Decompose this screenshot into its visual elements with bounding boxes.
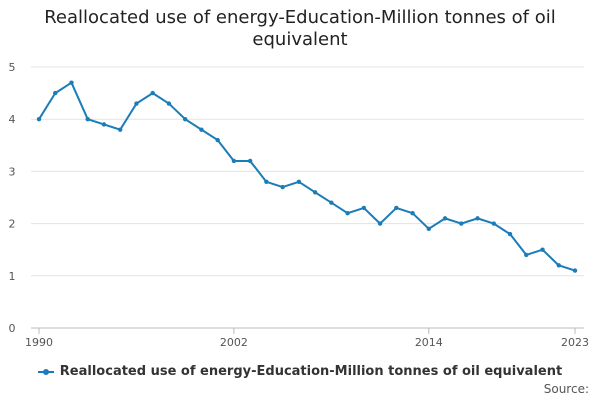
y-axis-ticks: 0 1 2 3 4 5 (9, 61, 16, 335)
source-label: Source: (543, 382, 589, 396)
data-point[interactable] (475, 216, 480, 221)
x-tick-label: 1990 (25, 336, 53, 349)
y-tick-label: 1 (9, 270, 16, 283)
data-point[interactable] (69, 80, 74, 85)
data-point[interactable] (572, 268, 578, 273)
data-point[interactable] (134, 101, 139, 106)
data-point[interactable] (199, 127, 204, 132)
data-point[interactable] (182, 117, 188, 122)
data-point[interactable] (329, 200, 334, 205)
legend[interactable]: Reallocated use of energy-Education-Mill… (0, 364, 600, 379)
data-point[interactable] (345, 210, 350, 216)
data-point[interactable] (296, 179, 302, 185)
data-point[interactable] (85, 117, 90, 122)
data-point[interactable] (507, 231, 513, 237)
data-point[interactable] (231, 158, 237, 164)
x-tick-label: 2014 (415, 336, 443, 349)
data-point[interactable] (36, 117, 42, 122)
data-point[interactable] (459, 221, 464, 226)
y-tick-label: 2 (9, 218, 16, 231)
data-point[interactable] (101, 122, 107, 127)
series-layer (36, 80, 578, 273)
data-point[interactable] (361, 205, 367, 211)
x-tick-label: 2002 (220, 336, 248, 349)
data-point[interactable] (556, 263, 561, 268)
data-point[interactable] (264, 179, 269, 185)
y-tick-label: 0 (9, 322, 16, 335)
data-point[interactable] (118, 127, 123, 132)
data-point[interactable] (280, 184, 285, 190)
data-point[interactable] (247, 158, 253, 164)
data-point[interactable] (524, 252, 529, 258)
data-point[interactable] (53, 90, 58, 96)
data-point[interactable] (410, 210, 415, 216)
gridlines (31, 66, 584, 277)
data-point[interactable] (394, 205, 399, 211)
x-tick-label: 2023 (561, 336, 589, 349)
chart-title: Reallocated use of energy-Education-Mill… (44, 7, 556, 50)
data-point[interactable] (540, 247, 545, 252)
data-point[interactable] (426, 226, 432, 232)
series-line-0 (38, 81, 576, 272)
data-point[interactable] (312, 190, 318, 195)
legend-marker-icon (37, 368, 54, 375)
y-tick-label: 3 (9, 165, 16, 178)
x-axis-ticks: 1990 2002 2014 2023 (25, 328, 589, 349)
y-tick-label: 5 (9, 61, 16, 74)
data-point[interactable] (150, 90, 155, 96)
data-point[interactable] (215, 137, 220, 143)
data-point[interactable] (491, 221, 496, 226)
legend-label: Reallocated use of energy-Education-Mill… (59, 364, 563, 379)
data-point[interactable] (442, 216, 448, 221)
data-point[interactable] (166, 101, 172, 106)
y-tick-label: 4 (9, 113, 16, 126)
data-point[interactable] (377, 221, 383, 226)
